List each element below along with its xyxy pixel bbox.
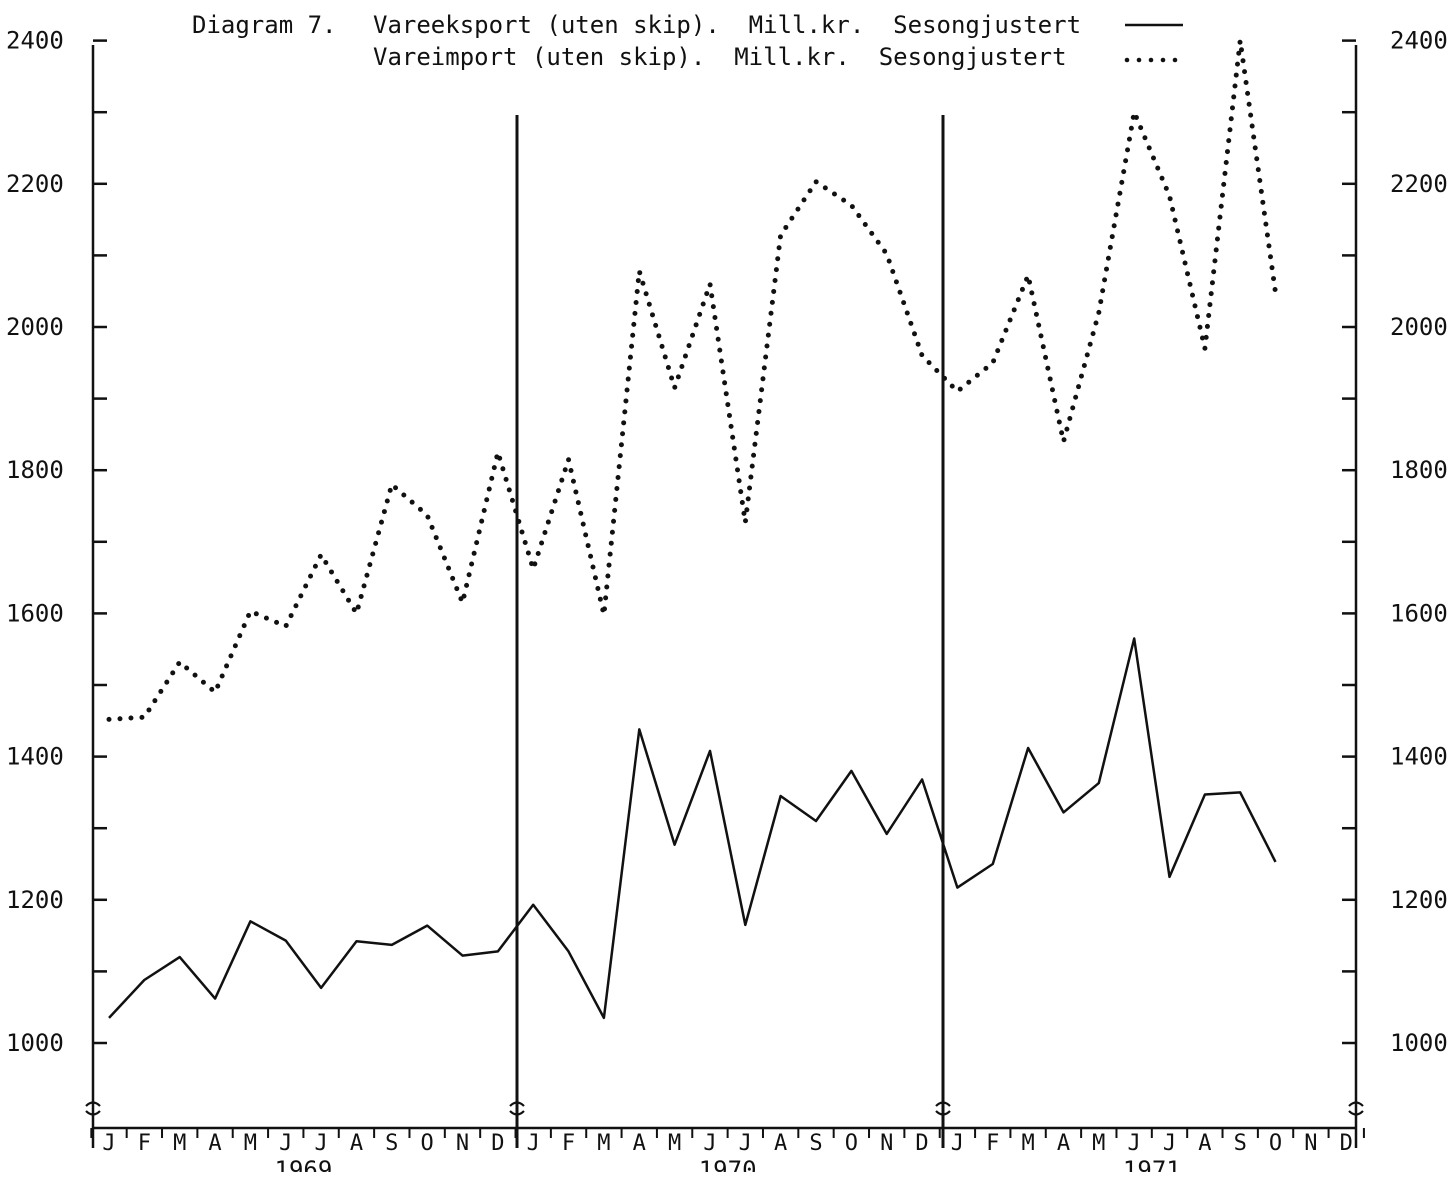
x-year-label: 1970 [699, 1156, 757, 1172]
x-month-label: M [597, 1131, 610, 1156]
legend-dot [1160, 57, 1166, 63]
x-month-label: A [1057, 1131, 1070, 1156]
series-line-export [108, 637, 1277, 1020]
x-month-label: M [244, 1131, 257, 1156]
x-month-label: J [102, 1131, 115, 1156]
x-month-label: A [208, 1131, 221, 1156]
x-month-label: J [1128, 1131, 1141, 1156]
x-month-label: O [421, 1131, 434, 1156]
x-month-label: S [809, 1131, 822, 1156]
y-tick-label-right: 1200 [1390, 886, 1448, 914]
y-tick-label-right: 2400 [1390, 27, 1448, 55]
y-tick-label-right: 1400 [1390, 743, 1448, 771]
x-month-label: J [951, 1131, 964, 1156]
legend-dot [1172, 57, 1178, 63]
legend-dot [1148, 57, 1154, 63]
y-tick-label-left: 2000 [6, 313, 64, 341]
x-month-label: A [774, 1131, 787, 1156]
x-month-label: A [1198, 1131, 1211, 1156]
legend-import-label: Vareimport (uten skip). Mill.kr. Sesongj… [373, 43, 1067, 71]
chart-title: Diagram 7. [192, 11, 337, 39]
x-month-label: F [138, 1131, 151, 1156]
x-year-label: 1971 [1123, 1156, 1181, 1172]
legend-export-label: Vareeksport (uten skip). Mill.kr. Sesong… [373, 11, 1081, 39]
y-tick-label-right: 2200 [1390, 170, 1448, 198]
y-tick-label-left: 1400 [6, 743, 64, 771]
y-tick-label-left: 1600 [6, 599, 64, 627]
year-dividers [515, 115, 945, 1148]
x-month-label: D [491, 1131, 504, 1156]
x-month-label: J [1163, 1131, 1176, 1156]
x-month-label: N [456, 1131, 469, 1156]
x-month-label: M [1021, 1131, 1034, 1156]
x-month-label: J [739, 1131, 752, 1156]
y-tick-label-left: 1200 [6, 886, 64, 914]
x-month-label: A [350, 1131, 363, 1156]
y-tick-label-right: 1800 [1390, 456, 1448, 484]
x-year-label: 1969 [275, 1156, 333, 1172]
x-month-label: F [562, 1131, 575, 1156]
x-month-label: M [1092, 1131, 1105, 1156]
x-month-label: D [915, 1131, 928, 1156]
series-line-import [106, 38, 1278, 722]
x-month-label: D [1340, 1131, 1353, 1156]
legend-import-dotted-sample [1124, 57, 1178, 63]
x-month-label: M [668, 1131, 681, 1156]
x-month-label: M [173, 1131, 186, 1156]
x-month-label: J [279, 1131, 292, 1156]
x-month-label: N [880, 1131, 893, 1156]
x-month-label: F [986, 1131, 999, 1156]
series-layer [106, 38, 1278, 1020]
axes [85, 39, 1365, 1148]
axis-break-symbol [85, 1101, 101, 1116]
legend-dot [1136, 57, 1142, 63]
y-tick-label-right: 1000 [1390, 1029, 1448, 1057]
y-tick-label-right: 1600 [1390, 599, 1448, 627]
axis-labels: 1000 1000 1200 1200 1400 1400 1600 1600 1800 1800… [6, 27, 1448, 1177]
y-tick-label-left: 1800 [6, 456, 64, 484]
y-tick-label-right: 2000 [1390, 313, 1448, 341]
x-month-label: J [527, 1131, 540, 1156]
x-month-label: S [1234, 1131, 1247, 1156]
y-tick-label-left: 1000 [6, 1029, 64, 1057]
y-tick-label-left: 2200 [6, 170, 64, 198]
x-month-label: S [385, 1131, 398, 1156]
x-month-label: J [314, 1131, 327, 1156]
x-month-label: A [633, 1131, 646, 1156]
x-month-label: J [703, 1131, 716, 1156]
y-tick-label-left: 2400 [6, 27, 64, 55]
x-month-label: O [1269, 1131, 1282, 1156]
legend-dot [1124, 57, 1130, 63]
x-month-label: O [845, 1131, 858, 1156]
axis-break-symbol [1348, 1101, 1364, 1116]
x-month-label: N [1304, 1131, 1317, 1156]
